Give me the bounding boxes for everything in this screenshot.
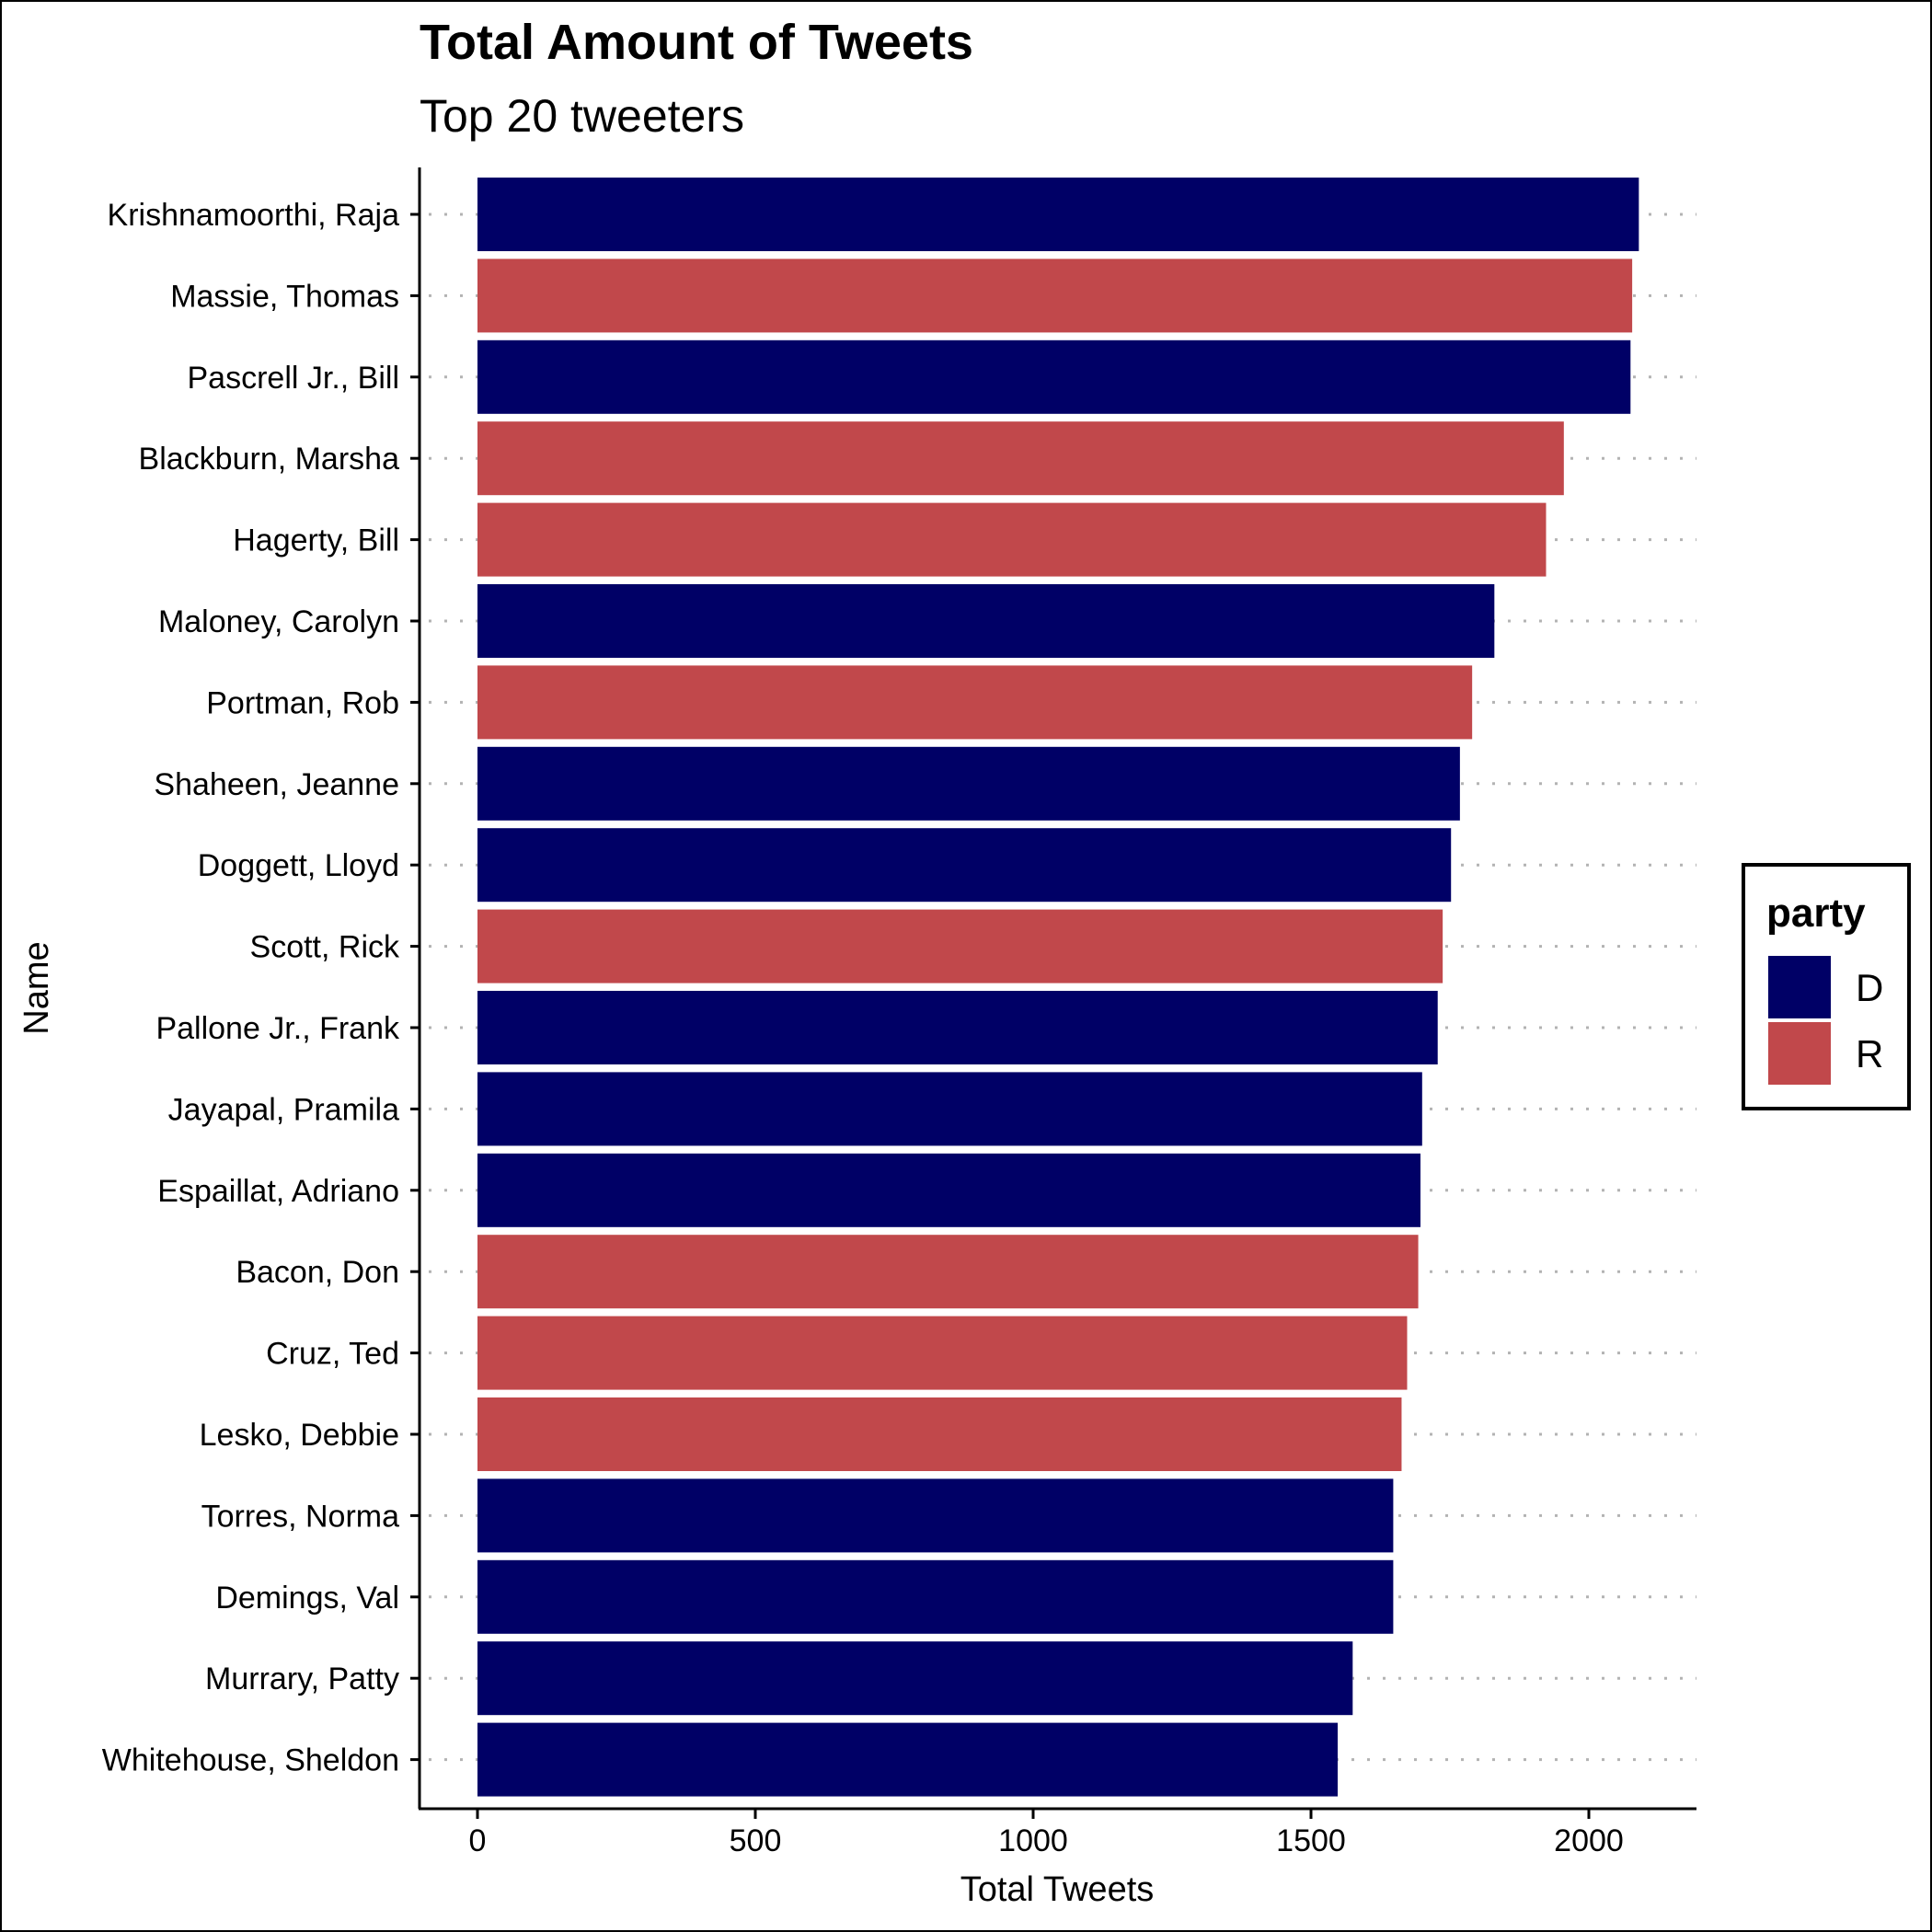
y-tick-label: Murrary, Patty: [205, 1662, 399, 1696]
x-tick-label: 2000: [1554, 1823, 1624, 1858]
bar: [477, 1153, 1420, 1227]
x-tick-label: 0: [469, 1823, 487, 1858]
y-tick-label: Espaillat, Adriano: [157, 1174, 399, 1209]
y-tick-label: Maloney, Carolyn: [158, 604, 399, 639]
x-tick-label: 500: [730, 1823, 782, 1858]
y-tick-label: Scott, Rick: [250, 930, 400, 965]
y-tick-label: Bacon, Don: [236, 1255, 399, 1290]
chart-title: Total Amount of Tweets: [420, 15, 973, 70]
legend-key-d: [1768, 956, 1831, 1018]
y-tick-label: Pascrell Jr., Bill: [188, 361, 400, 396]
y-tick-label: Demings, Val: [215, 1581, 399, 1616]
bar: [477, 259, 1633, 333]
legend: party DR: [1742, 863, 1911, 1110]
y-tick-label: Lesko, Debbie: [200, 1418, 399, 1453]
bars: [477, 178, 1639, 1797]
bar: [477, 991, 1438, 1064]
y-tick-label: Massie, Thomas: [170, 279, 399, 314]
y-tick-label: Cruz, Ted: [266, 1337, 399, 1372]
x-tick-label: 1000: [998, 1823, 1068, 1858]
y-tick-label: Pallone Jr., Frank: [155, 1011, 400, 1046]
y-axis-title: Name: [17, 941, 56, 1034]
bar: [477, 909, 1443, 983]
bar: [477, 421, 1564, 496]
bar: [477, 584, 1495, 658]
y-tick-label: Portman, Rob: [206, 685, 399, 720]
y-tick-labels: Krishnamoorthi, Raja Massie, Thomas Pascre…: [102, 198, 400, 1778]
y-tick-label: Blackburn, Marsha: [139, 442, 400, 477]
x-axis-title: Total Tweets: [960, 1870, 1155, 1909]
bar: [477, 1072, 1422, 1146]
legend-label-d: D: [1856, 966, 1883, 1009]
bar: [477, 1559, 1394, 1634]
bar: [477, 828, 1452, 903]
y-tick-label: Hagerty, Bill: [233, 523, 399, 558]
bar: [477, 1397, 1402, 1471]
y-tick-label: Doggett, Lloyd: [198, 848, 399, 883]
x-tick-labels: 0 500 1000 1500 2000: [469, 1823, 1624, 1858]
bar: [477, 746, 1460, 821]
y-tick-label: Shaheen, Jeanne: [154, 767, 399, 802]
bar: [477, 502, 1547, 577]
x-tick-label: 1500: [1276, 1823, 1346, 1858]
axes: [410, 167, 1696, 1819]
y-tick-label: Krishnamoorthi, Raja: [108, 198, 400, 233]
chart-subtitle: Top 20 tweeters: [420, 90, 744, 142]
bar: [477, 665, 1473, 740]
y-tick-label: Jayapal, Pramila: [168, 1092, 399, 1127]
legend-entries: DR: [1768, 956, 1883, 1085]
bar: [477, 1478, 1394, 1553]
y-tick-label: Torres, Norma: [201, 1499, 399, 1534]
legend-title: party: [1766, 891, 1866, 936]
bar: [477, 1316, 1408, 1390]
bar: [477, 178, 1639, 251]
bar: [477, 1235, 1419, 1309]
bar: [477, 339, 1631, 414]
y-tick-label: Whitehouse, Sheldon: [102, 1743, 399, 1778]
bar: [477, 1722, 1338, 1797]
bar: [477, 1641, 1353, 1716]
legend-key-r: [1768, 1022, 1831, 1085]
legend-label-r: R: [1856, 1032, 1883, 1075]
